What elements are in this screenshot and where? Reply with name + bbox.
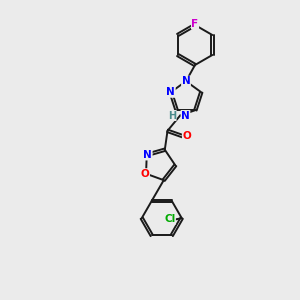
Text: O: O xyxy=(141,169,149,179)
Text: O: O xyxy=(182,131,191,141)
Text: N: N xyxy=(181,110,190,121)
Text: H: H xyxy=(168,110,176,121)
Text: N: N xyxy=(182,76,190,86)
Text: Cl: Cl xyxy=(164,214,176,224)
Text: N: N xyxy=(143,150,152,160)
Text: F: F xyxy=(191,19,199,29)
Text: N: N xyxy=(167,87,175,97)
